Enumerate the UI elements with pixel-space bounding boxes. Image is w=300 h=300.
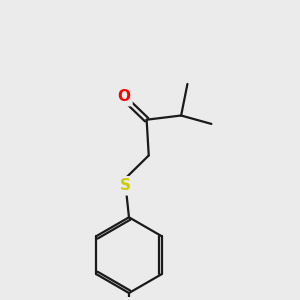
Text: O: O bbox=[117, 89, 130, 104]
Text: S: S bbox=[120, 178, 131, 193]
